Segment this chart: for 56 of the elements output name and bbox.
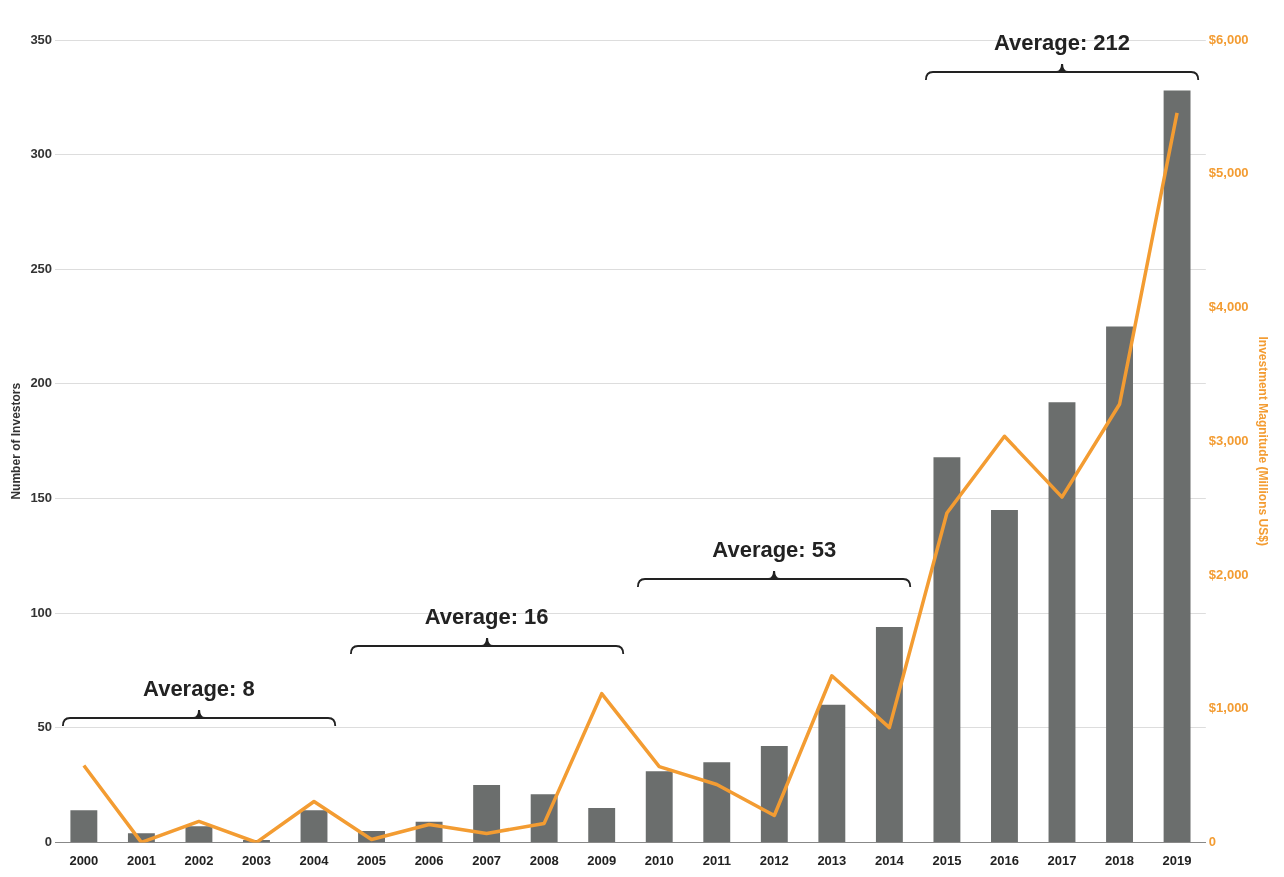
- y2-tick-label: $6,000: [1208, 31, 1249, 47]
- bar: [1163, 90, 1191, 842]
- x-tick-label: 2012: [759, 852, 789, 868]
- y2-axis-title: Investment Magnitude (Millions US$): [1256, 336, 1271, 546]
- annotation: Average: 8: [143, 675, 255, 702]
- bar: [760, 746, 788, 842]
- x-tick-label: 2002: [184, 852, 214, 868]
- y2-tick-label: $1,000: [1208, 700, 1249, 716]
- y-tick-label: 0: [44, 833, 53, 849]
- bar: [185, 826, 213, 842]
- y2-tick-label: 0: [1208, 833, 1217, 849]
- x-tick-label: 2005: [357, 852, 387, 868]
- x-tick-label: 2011: [702, 852, 731, 868]
- x-tick-label: 2017: [1047, 852, 1077, 868]
- bar: [645, 771, 673, 842]
- y2-tick-label: $5,000: [1208, 165, 1249, 181]
- y2-tick-label: $3,000: [1208, 432, 1249, 448]
- x-tick-label: 2010: [644, 852, 674, 868]
- y-tick-label: 50: [37, 719, 53, 735]
- bar: [991, 509, 1018, 842]
- bar: [473, 785, 501, 842]
- y-tick-label: 250: [30, 260, 53, 276]
- x-tick-label: 2016: [990, 852, 1019, 868]
- y-tick-label: 300: [30, 146, 53, 162]
- y-tick-label: 150: [30, 490, 53, 506]
- x-tick-label: 2008: [529, 852, 559, 868]
- bar: [300, 810, 328, 842]
- x-tick-label: 2019: [1162, 852, 1192, 868]
- x-tick-label: 2015: [932, 852, 962, 868]
- bar: [1048, 402, 1076, 842]
- x-tick-label: 2014: [874, 852, 905, 868]
- x-tick-label: 2007: [472, 852, 502, 868]
- bar: [933, 457, 961, 842]
- bar: [588, 808, 616, 842]
- bar: [70, 810, 98, 842]
- x-tick-label: 2000: [69, 852, 99, 868]
- y2-tick-label: $2,000: [1208, 566, 1249, 582]
- x-tick-label: 2009: [587, 852, 617, 868]
- x-tick-label: 2004: [299, 852, 330, 868]
- annotation: Average: 212: [993, 30, 1131, 56]
- y-tick-label: 200: [30, 375, 53, 391]
- annotation: Average: 16: [424, 603, 549, 630]
- y-tick-label: 350: [30, 31, 53, 47]
- x-tick-label: 2001: [126, 852, 156, 868]
- bar: [875, 626, 903, 842]
- y-axis-title: Number of Investors: [8, 382, 23, 500]
- x-tick-label: 2003: [242, 852, 271, 868]
- annotation: Average: 53: [712, 536, 837, 563]
- y-tick-label: 100: [30, 604, 53, 620]
- x-tick-label: 2013: [817, 852, 847, 868]
- bar: [703, 762, 731, 842]
- bar: [1106, 326, 1133, 842]
- bar: [818, 704, 846, 842]
- x-tick-label: 2018: [1105, 852, 1134, 868]
- x-tick-label: 2006: [414, 852, 444, 868]
- y2-tick-label: $4,000: [1208, 299, 1249, 315]
